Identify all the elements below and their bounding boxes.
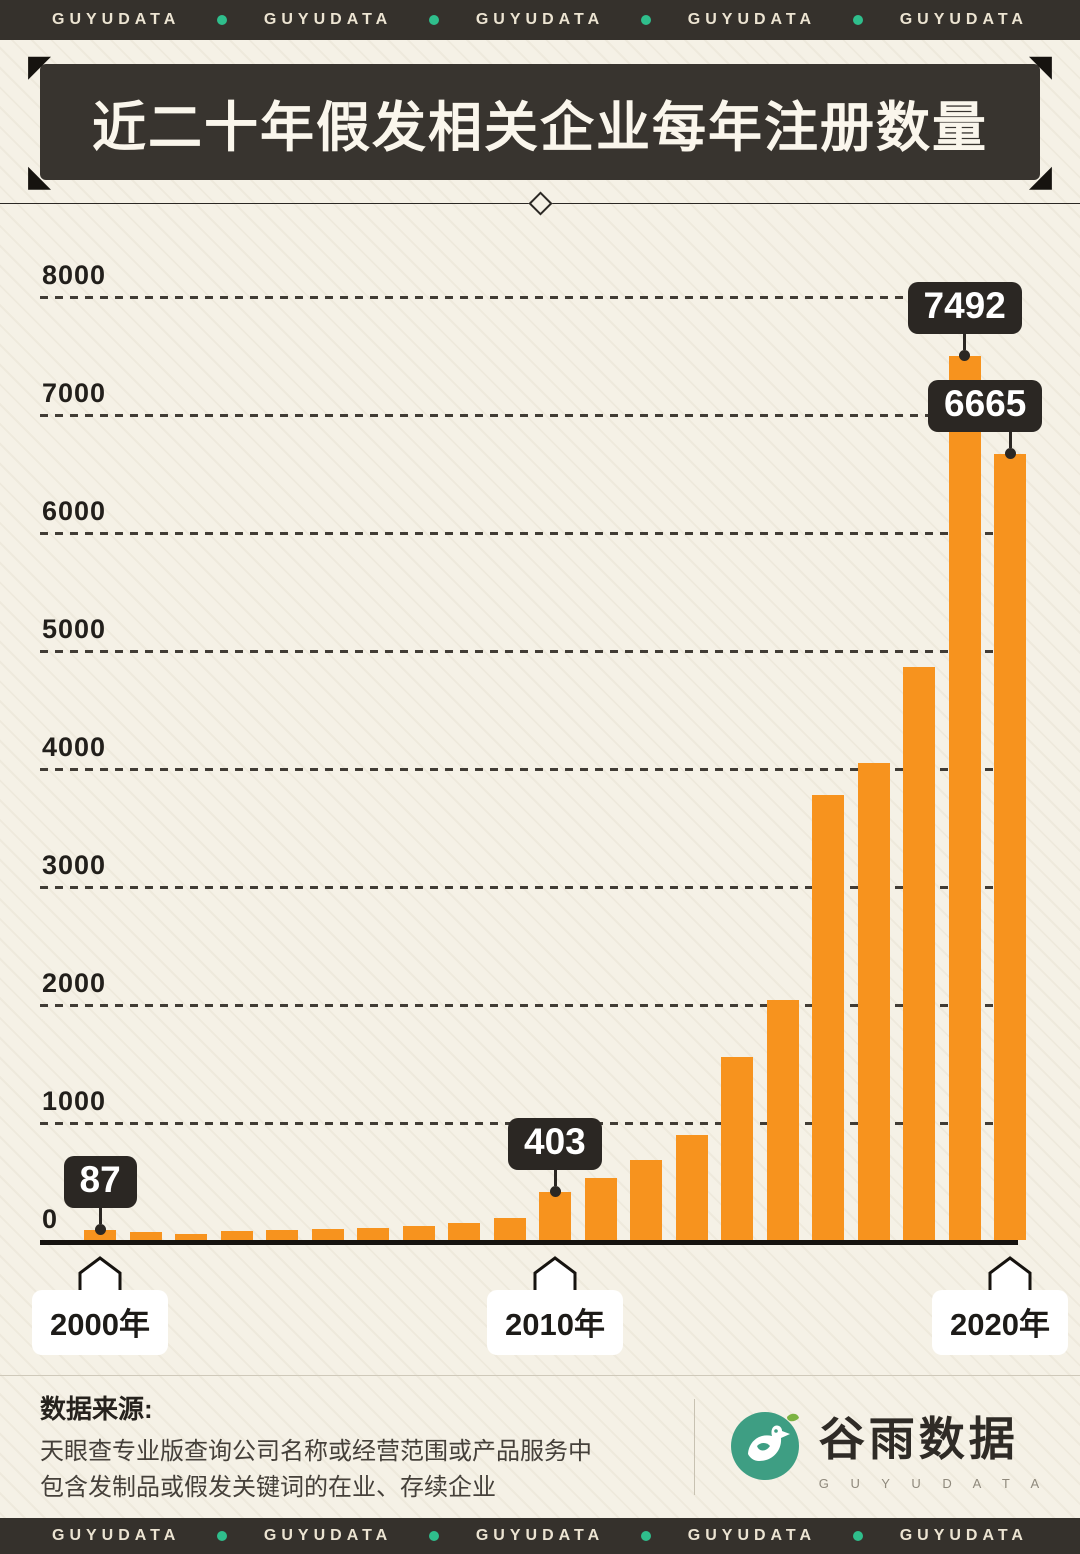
callout-stem-2010 [553, 1170, 557, 1187]
y-tick-label-1000: 1000 [42, 1086, 107, 1116]
brand-dot-icon [640, 1531, 651, 1541]
bar-2010 [539, 1192, 571, 1240]
bar-2015 [766, 1000, 799, 1240]
title-text: 近二十年假发相关企业每年注册数量 [92, 97, 988, 158]
bird-logo-icon [727, 1407, 803, 1488]
gridline-5000 [40, 650, 1015, 653]
bar-2009 [493, 1217, 526, 1240]
bar-2002 [175, 1233, 207, 1240]
bar-2001 [129, 1231, 162, 1240]
bar-2013 [675, 1134, 708, 1240]
brand-dot-icon [429, 15, 440, 25]
bar-2020 [994, 453, 1026, 1240]
divider-line [0, 191, 1080, 216]
brand-dot-icon [852, 15, 863, 25]
callout-dot-2000 [94, 1223, 106, 1235]
corner-ornament-icon: ◣ [28, 160, 52, 193]
brand-text: GUYUDATA [475, 1527, 605, 1544]
corner-ornament-icon: ◥ [1028, 50, 1052, 83]
bar-2012 [630, 1159, 662, 1240]
top-banner: GUYUDATA GUYUDATA GUYUDATA GUYUDATA GUYU… [0, 0, 1080, 40]
source-line-1: 天眼查专业版查询公司名称或经营范围或产品服务中 [40, 1437, 592, 1465]
bar-2005 [311, 1228, 344, 1240]
callout-stem-2000 [98, 1207, 102, 1224]
callout-dot-2020 [1004, 447, 1016, 459]
gridline-4000 [40, 768, 1015, 771]
bar-2018 [903, 666, 935, 1240]
bar-2017 [857, 763, 890, 1240]
y-tick-label-6000: 6000 [42, 496, 107, 526]
bar-2011 [584, 1178, 617, 1240]
gridline-3000 [40, 886, 1015, 889]
y-tick-label-8000: 8000 [42, 260, 107, 290]
source-label: 数据来源: [40, 1393, 153, 1424]
bottom-banner: GUYUDATA GUYUDATA GUYUDATA GUYUDATA GUYU… [0, 1518, 1080, 1554]
bar-2003 [220, 1231, 253, 1240]
brand-text: GUYUDATA [899, 11, 1028, 28]
gridline-6000 [40, 532, 1015, 535]
callout-stem-2020 [1008, 431, 1012, 448]
footer-divider [694, 1399, 695, 1495]
y-tick-label-2000: 2000 [42, 968, 107, 998]
callout-label-2019: 7492 [907, 281, 1022, 334]
gridline-2000 [40, 1004, 1015, 1007]
logo: 谷雨数据 G U Y U D A T A [695, 1403, 1080, 1491]
bar-2008 [448, 1222, 480, 1240]
brand-text: GUYUDATA [52, 11, 181, 28]
x-axis-line [40, 1240, 1018, 1245]
brand-text: GUYUDATA [687, 1527, 817, 1544]
logo-text-cn: 谷雨数据 [818, 1414, 1019, 1465]
callout-label-2020: 6665 [928, 379, 1043, 432]
callout-stem-2019 [963, 333, 966, 350]
brand-text: GUYUDATA [899, 1527, 1028, 1544]
brand-text: GUYUDATA [263, 1527, 393, 1544]
bar-2014 [721, 1057, 753, 1240]
y-tick-label-5000: 5000 [42, 614, 107, 644]
source-line-2: 包含发制品或假发关键词的在业、存续企业 [40, 1473, 496, 1501]
brand-dot-icon [852, 1531, 863, 1541]
callout-dot-2019 [959, 349, 970, 361]
x-axis-label-2000: 2000年 [32, 1290, 168, 1355]
callout-label-2010: 403 [508, 1118, 602, 1171]
brand-dot-icon [429, 1531, 440, 1541]
brand-dot-icon [217, 15, 228, 25]
bar-2006 [357, 1227, 389, 1240]
page-title: ◤ ◥ ◣ ◢ 近二十年假发相关企业每年注册数量 [28, 52, 1052, 192]
brand-text: GUYUDATA [687, 11, 817, 28]
bar-2019 [948, 355, 981, 1240]
x-axis-label-2020: 2020年 [932, 1290, 1068, 1355]
gridline-7000 [40, 414, 1015, 417]
brand-text: GUYUDATA [52, 1527, 181, 1544]
y-tick-label-7000: 7000 [42, 378, 107, 408]
callout-label-2000: 87 [63, 1155, 137, 1208]
chart-area: 0 1000 2000 3000 4000 5000 6000 7000 8000 87 403 74… [0, 204, 1080, 1356]
logo-text-en: G U Y U D A T A [818, 1476, 1049, 1491]
y-tick-label-3000: 3000 [42, 850, 107, 880]
bar-2000 [84, 1229, 116, 1240]
gridline-8000 [40, 296, 1015, 299]
footer: 数据来源: 天眼查专业版查询公司名称或经营范围或产品服务中 包含发制品或假发关键… [0, 1375, 1080, 1518]
corner-ornament-icon: ◤ [28, 50, 52, 83]
brand-dot-icon [217, 1531, 228, 1541]
brand-text: GUYUDATA [263, 11, 393, 28]
brand-dot-icon [640, 15, 651, 25]
corner-ornament-icon: ◢ [1028, 160, 1052, 193]
callout-dot-2010 [549, 1186, 561, 1198]
bar-2007 [402, 1225, 435, 1240]
bar-2016 [812, 795, 844, 1240]
data-source-block: 数据来源: 天眼查专业版查询公司名称或经营范围或产品服务中 包含发制品或假发关键… [0, 1389, 660, 1506]
y-tick-label-4000: 4000 [42, 732, 107, 762]
y-tick-label-0: 0 [42, 1204, 59, 1234]
x-axis-label-2010: 2010年 [487, 1290, 623, 1355]
brand-text: GUYUDATA [475, 11, 605, 28]
bar-2004 [266, 1229, 298, 1240]
